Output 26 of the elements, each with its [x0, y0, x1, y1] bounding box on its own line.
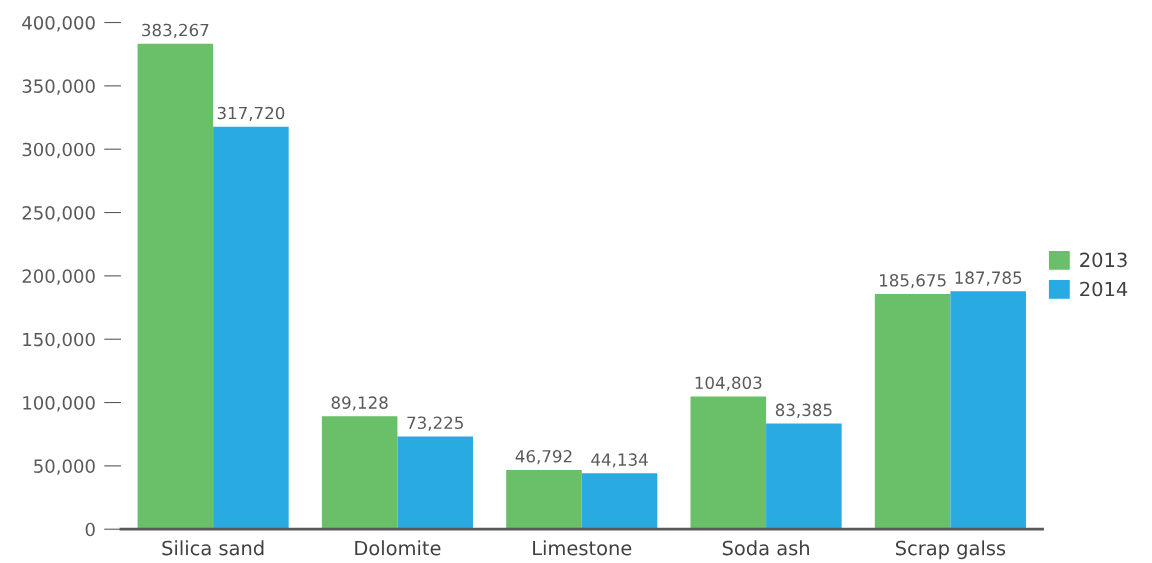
x-tick-label: Scrap galss — [895, 540, 1006, 560]
data-label: 83,385 — [775, 403, 832, 418]
y-tick-label: 400,000 — [22, 15, 95, 32]
y-tick-label: 300,000 — [22, 142, 95, 159]
x-tick-label: Limestone — [533, 540, 632, 556]
y-tick-label: 100,000 — [23, 396, 95, 412]
y-tick-label: 250,000 — [22, 205, 95, 222]
data-label: 185,675 — [879, 274, 946, 289]
data-label: 187,785 — [955, 271, 1022, 286]
data-label: 383,267 — [142, 23, 209, 39]
data-label: 46,792 — [515, 449, 572, 465]
data-label: 44,134 — [591, 453, 648, 468]
x-tick-label: Dolomite — [355, 540, 441, 556]
y-tick-label: 0 — [85, 522, 95, 537]
y-tick-label: 350,000 — [22, 79, 95, 95]
data-label: 104,803 — [695, 376, 762, 391]
x-tick-label: Soda ash — [722, 540, 809, 556]
y-tick-label: 200,000 — [22, 269, 95, 285]
data-label: 317,720 — [217, 106, 285, 122]
x-tick-label: Silica sand — [162, 540, 264, 556]
legend-label: 2013 — [1080, 252, 1127, 268]
data-label: 89,128 — [331, 396, 388, 411]
y-tick-label: 150,000 — [23, 332, 95, 349]
data-label: 73,225 — [407, 416, 463, 431]
y-tick-label: 50,000 — [34, 459, 95, 475]
legend-label: 2014 — [1080, 281, 1128, 297]
